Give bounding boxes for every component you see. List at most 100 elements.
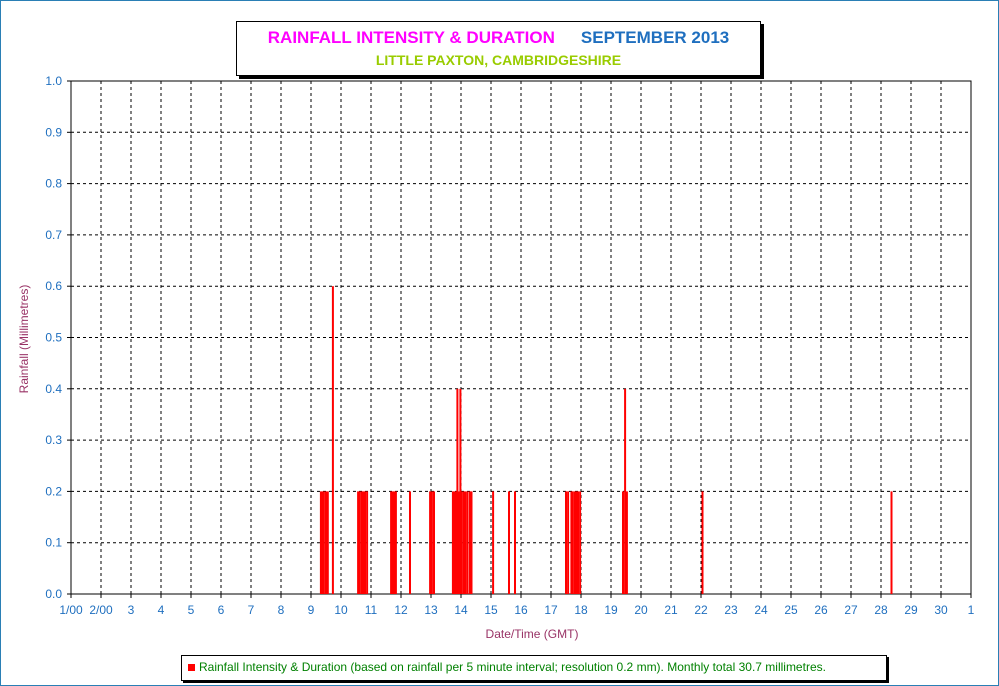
rain-bar [567, 491, 570, 594]
rain-bar [571, 491, 574, 594]
y-tick-label: 0.3 [45, 433, 62, 447]
x-tick-label: 17 [544, 603, 558, 617]
rain-bar [331, 286, 334, 594]
x-tick-label: 6 [218, 603, 225, 617]
y-tick-label: 0.6 [45, 279, 62, 293]
rain-bar [579, 491, 582, 594]
legend: Rainfall Intensity & Duration (based on … [181, 655, 887, 681]
rain-bar [460, 491, 463, 594]
rain-bar [701, 491, 704, 594]
rain-bar [454, 491, 457, 594]
rain-bar [575, 491, 578, 594]
chart-title: RAINFALL INTENSITY & DURATION SEPTEMBER 2… [237, 28, 760, 48]
x-tick-label: 9 [308, 603, 315, 617]
rain-bar [364, 491, 366, 594]
y-tick-label: 0.5 [45, 331, 62, 345]
x-tick-label: 10 [334, 603, 348, 617]
rain-bar [451, 491, 454, 594]
rain-bar [565, 491, 567, 594]
rain-bar [433, 491, 435, 594]
rain-bar [469, 491, 471, 594]
x-tick-label: 3 [128, 603, 135, 617]
y-axis-label: Rainfall (Millimetres) [17, 285, 31, 394]
rain-bar [625, 491, 628, 594]
legend-label: Rainfall Intensity & Duration (based on … [199, 660, 826, 674]
title-box: RAINFALL INTENSITY & DURATION SEPTEMBER 2… [236, 21, 761, 76]
rain-bar [890, 491, 893, 594]
x-tick-label: 8 [278, 603, 285, 617]
x-tick-label: 30 [934, 603, 948, 617]
rain-bar [409, 491, 411, 594]
rain-bar [457, 491, 460, 594]
rain-bar [362, 491, 365, 594]
rain-bar [325, 491, 327, 594]
rain-bar [391, 491, 394, 594]
x-tick-label: 29 [904, 603, 918, 617]
x-tick-label: 22 [694, 603, 708, 617]
x-tick-label: 24 [754, 603, 768, 617]
x-tick-label: 25 [784, 603, 798, 617]
rain-bar [361, 491, 363, 594]
x-tick-label: 20 [634, 603, 648, 617]
rain-bar [358, 491, 361, 594]
x-tick-label: 11 [365, 603, 378, 617]
rain-bar [514, 491, 516, 594]
bars [319, 286, 893, 594]
rain-bar [319, 491, 322, 594]
x-tick-label: 5 [188, 603, 195, 617]
x-tick-label: 18 [574, 603, 588, 617]
rain-bar [390, 491, 393, 594]
rain-bar [357, 491, 360, 594]
x-tick-label: 26 [814, 603, 828, 617]
rain-bar [622, 491, 624, 594]
rain-bar [326, 491, 329, 594]
y-tick-label: 0.0 [45, 587, 62, 601]
x-tick-label: 1 [968, 603, 975, 617]
x-tick-label: 27 [844, 603, 858, 617]
y-axis-ticks: 0.0 0.1 0.2 0.3 0.4 0.5 0.6 0.7 0.8 0.9 1.0 [45, 74, 71, 601]
chart-subtitle: LITTLE PAXTON, CAMBRIDGESHIRE [375, 52, 622, 68]
x-tick-label: 19 [604, 603, 618, 617]
y-tick-label: 0.2 [45, 484, 62, 498]
rain-bar [394, 491, 397, 594]
legend-swatch [188, 664, 195, 671]
rain-bar [624, 388, 627, 594]
rain-bar [430, 491, 433, 594]
x-tick-label: 15 [484, 603, 498, 617]
rain-bar [574, 491, 576, 594]
rain-bar [464, 491, 467, 594]
y-tick-label: 0.1 [45, 536, 62, 550]
rain-bar [508, 491, 510, 594]
rain-bar [366, 491, 369, 594]
x-tick-label: 28 [874, 603, 888, 617]
y-tick-label: 0.9 [45, 125, 62, 139]
x-tick-label: 23 [724, 603, 738, 617]
rain-bar [459, 388, 462, 594]
x-tick-label: 13 [424, 603, 438, 617]
y-tick-label: 0.8 [45, 177, 62, 191]
rain-bar [466, 491, 469, 594]
y-tick-label: 0.4 [45, 382, 62, 396]
rain-bar [429, 491, 432, 594]
rain-bar [322, 491, 325, 594]
rain-bar [470, 491, 473, 594]
y-tick-label: 1.0 [45, 74, 62, 88]
x-tick-label: 2/00 [89, 603, 113, 617]
x-tick-label: 7 [248, 603, 255, 617]
x-axis-label: Date/Time (GMT) [486, 627, 579, 641]
rain-bar [456, 388, 459, 594]
rain-bar [463, 491, 465, 594]
rain-bar [577, 491, 579, 594]
x-tick-label: 4 [158, 603, 165, 617]
rain-bar [453, 491, 456, 594]
x-tick-label: 21 [664, 603, 678, 617]
x-tick-label: 12 [394, 603, 408, 617]
title-main: RAINFALL INTENSITY & DURATION [267, 28, 555, 47]
x-tick-label: 14 [454, 603, 468, 617]
title-month: SEPTEMBER 2013 [580, 28, 730, 47]
x-tick-label: 1/00 [59, 603, 83, 617]
rain-bar [492, 491, 495, 594]
rain-bar [321, 491, 324, 594]
